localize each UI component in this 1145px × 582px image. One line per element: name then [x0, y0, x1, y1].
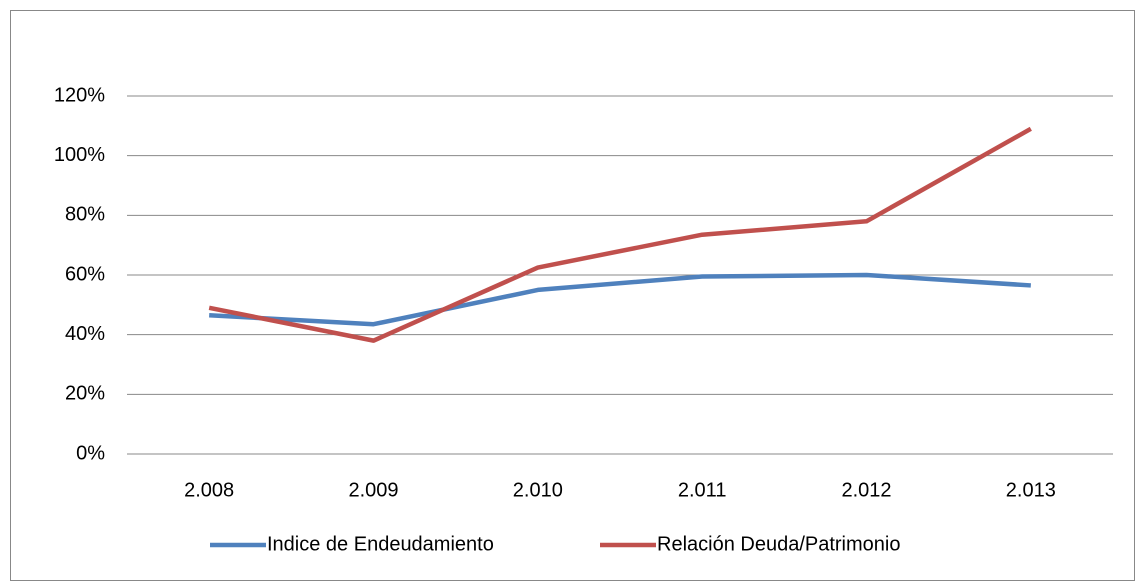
x-tick-label: 2.011: [678, 479, 727, 501]
series-line: [209, 272, 1031, 327]
legend-label: Indice de Endeudamiento: [267, 533, 494, 555]
y-tick-label: 60%: [65, 263, 105, 285]
y-tick-label: 100%: [54, 144, 105, 166]
y-tick-label: 120%: [54, 84, 105, 106]
x-tick-label: 2.012: [841, 479, 891, 501]
y-tick-label: 0%: [76, 442, 105, 464]
y-tick-label: 40%: [65, 323, 105, 345]
chart-frame: [10, 10, 1135, 581]
x-tick-label: 2.008: [184, 479, 234, 501]
legend-label: Relación Deuda/Patrimonio: [657, 533, 900, 555]
y-tick-label: 80%: [65, 204, 105, 226]
x-tick-label: 2.010: [513, 479, 563, 501]
series-line: [208, 126, 1032, 343]
x-tick-label: 2.009: [348, 479, 398, 501]
y-tick-label: 20%: [65, 383, 105, 405]
x-tick-label: 2.013: [1006, 479, 1056, 501]
